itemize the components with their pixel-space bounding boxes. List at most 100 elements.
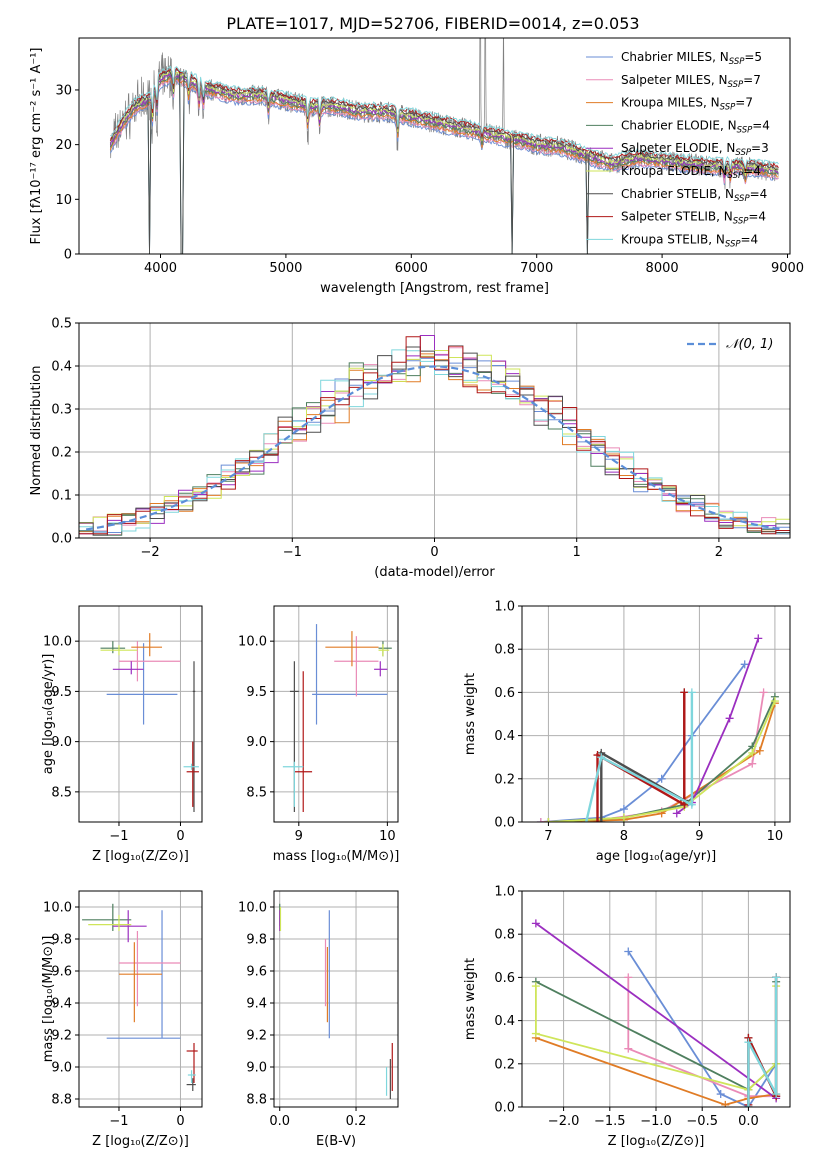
x-tick-label: 4000	[144, 261, 177, 276]
panel-mass-vs-ebv: 0.0 0.2 8.8 9.0 9.2 9.4 9.6 9.8 10.0 E(B-V)	[238, 890, 399, 1149]
legend-label-normal: 𝒩(0, 1)	[726, 337, 773, 352]
axes-frame	[521, 605, 791, 823]
x-axis-label: mass [log₁₀(M/M⊙)]	[273, 849, 400, 864]
y-tick-label: 9.0	[51, 735, 72, 750]
x-tick-label: −1	[109, 829, 128, 844]
plot-area-mass-vs-Z	[82, 903, 198, 1091]
axes-frame	[273, 890, 399, 1108]
model-spectrum-salpeter-miles	[109, 77, 779, 185]
y-tick-label: 10.0	[238, 635, 267, 650]
y-tick-label: 30	[55, 83, 72, 98]
series-salpeter-elodie	[535, 922, 777, 1100]
legend-label-salpeter-miles: Salpeter MILES, NSSP=7	[621, 73, 761, 90]
model-spectrum-kroupa-miles	[109, 77, 779, 183]
y-tick-label: 0.8	[494, 643, 515, 658]
y-tick-label: 0.2	[494, 772, 515, 787]
y-tick-label: 1.0	[494, 885, 515, 900]
y-tick-label: 0.5	[51, 317, 72, 332]
x-axis-label: Z [log₁₀(Z/Z⊙)]	[92, 849, 189, 864]
series-chabrier-elodie	[548, 696, 776, 822]
marker-chabrier-miles	[740, 660, 749, 669]
legend-label-chabrier-elodie: Chabrier ELODIE, NSSP=4	[621, 118, 770, 135]
panels: 4000 5000 6000 7000 8000 90000102030wavelengt…	[29, 37, 804, 1149]
legend-label-kroupa-elodie: Kroupa ELODIE, NSSP=4	[621, 164, 761, 181]
normal-curve	[85, 365, 784, 531]
x-axis-label: age [log₁₀(age/yr)]	[596, 849, 717, 864]
marker-salpeter-elodie	[531, 919, 540, 928]
marker-chabrier-stelib	[597, 818, 606, 822]
y-tick-label: 9.4	[246, 997, 267, 1012]
marker-kroupa-stelib	[597, 753, 606, 762]
x-tick-label: 7	[544, 829, 552, 844]
plot-area-age-vs-mass	[282, 624, 392, 812]
y-tick-label: 8.8	[51, 1093, 72, 1108]
y-axis-label: Flux [fλ10⁻¹⁷ erg cm⁻² s⁻¹ A⁻¹]	[29, 48, 44, 245]
x-tick-label: 6000	[395, 261, 428, 276]
marker-kroupa-elodie	[770, 697, 779, 706]
x-tick-label: 8	[620, 829, 628, 844]
y-tick-label: 0.0	[494, 1101, 515, 1116]
x-tick-label: 0.0	[738, 1114, 759, 1129]
y-tick-label: 0.0	[494, 816, 515, 831]
x-tick-label: 9	[295, 829, 303, 844]
y-tick-label: 9.2	[51, 1029, 72, 1044]
y-tick-label: 9.0	[246, 735, 267, 750]
y-tick-label: 0.2	[51, 446, 72, 461]
marker-salpeter-miles	[536, 818, 545, 822]
x-tick-label: 0	[176, 1114, 184, 1129]
y-tick-label: 20	[55, 138, 72, 153]
model-spectrum-chabrier-miles	[109, 79, 779, 254]
marker-kroupa-stelib	[772, 1090, 781, 1099]
panel-residuals: −2 −1 0 1 2 0.0 0.1 0.2 0.3 0.4 0.5 (data-model)/er…	[29, 317, 791, 580]
panel-age-vs-mass: 9 10 8.5 9.0 9.5 10.0 mass [log₁₀(M/M⊙)]	[238, 605, 400, 864]
axes-frame	[78, 37, 791, 255]
y-tick-label: 10.0	[43, 901, 72, 916]
plot-area-age-vs-Z	[100, 633, 199, 812]
marker-salpeter-stelib	[680, 688, 689, 697]
y-tick-label: 0.0	[51, 532, 72, 547]
x-tick-label: −1	[283, 545, 302, 560]
y-axis-label: mass weight	[463, 673, 478, 755]
panel-mass-vs-Z: −1 0 8.8 9.0 9.2 9.4 9.6 9.8 10.0 Z [log₁₀(Z/Z⊙)]…	[41, 890, 203, 1149]
y-axis-label: mass weight	[463, 958, 478, 1040]
marker-kroupa-stelib	[582, 818, 591, 822]
marker-salpeter-elodie	[725, 714, 734, 723]
x-tick-label: 9000	[771, 261, 804, 276]
panel-age-vs-Z: −1 0 8.5 9.0 9.5 10.0 Z [log₁₀(Z/Z⊙)] age [log₁…	[41, 605, 203, 864]
y-tick-label: 9.5	[246, 685, 267, 700]
x-axis-label: (data-model)/error	[374, 565, 495, 580]
legend-label-salpeter-elodie: Salpeter ELODIE, NSSP=3	[621, 141, 769, 158]
y-tick-label: 0.2	[494, 1057, 515, 1072]
marker-kroupa-stelib	[744, 1038, 753, 1047]
legend-label-chabrier-miles: Chabrier MILES, NSSP=5	[621, 50, 762, 67]
y-tick-label: 0.1	[51, 489, 72, 504]
spectrum-legend: Chabrier MILES, NSSP=5 Salpeter MILES, NS…	[586, 50, 770, 249]
marker-kroupa-stelib	[687, 688, 696, 697]
y-tick-label: 8.8	[246, 1093, 267, 1108]
y-tick-label: 9.5	[51, 685, 72, 700]
series-kroupa-stelib	[585, 692, 694, 822]
x-tick-label: −2	[141, 545, 160, 560]
x-tick-label: 0.0	[269, 1114, 290, 1129]
marker-chabrier-miles	[624, 947, 633, 956]
y-tick-label: 10	[55, 193, 72, 208]
plot-area-spectrum	[109, 38, 779, 254]
marker-kroupa-elodie	[531, 1029, 540, 1038]
marker-kroupa-stelib	[744, 1103, 753, 1107]
x-tick-label: 5000	[269, 261, 302, 276]
marker-salpeter-miles	[624, 973, 633, 982]
legend-label-salpeter-stelib: Salpeter STELIB, NSSP=4	[621, 210, 766, 227]
x-tick-label: −1.5	[594, 1114, 626, 1129]
series-salpeter-stelib	[596, 692, 686, 822]
model-spectrum-kroupa-stelib	[110, 65, 779, 170]
y-tick-label: 9.8	[246, 933, 267, 948]
x-tick-label: −2.0	[548, 1114, 580, 1129]
marker-chabrier-miles	[716, 1090, 725, 1099]
y-tick-label: 8.5	[246, 785, 267, 800]
series-kroupa-stelib	[747, 977, 778, 1107]
series-salpeter-miles	[540, 692, 765, 822]
y-tick-label: 1.0	[494, 600, 515, 615]
marker-chabrier-miles	[619, 805, 628, 814]
x-tick-label: 0	[430, 545, 438, 560]
marker-salpeter-elodie	[754, 634, 763, 643]
